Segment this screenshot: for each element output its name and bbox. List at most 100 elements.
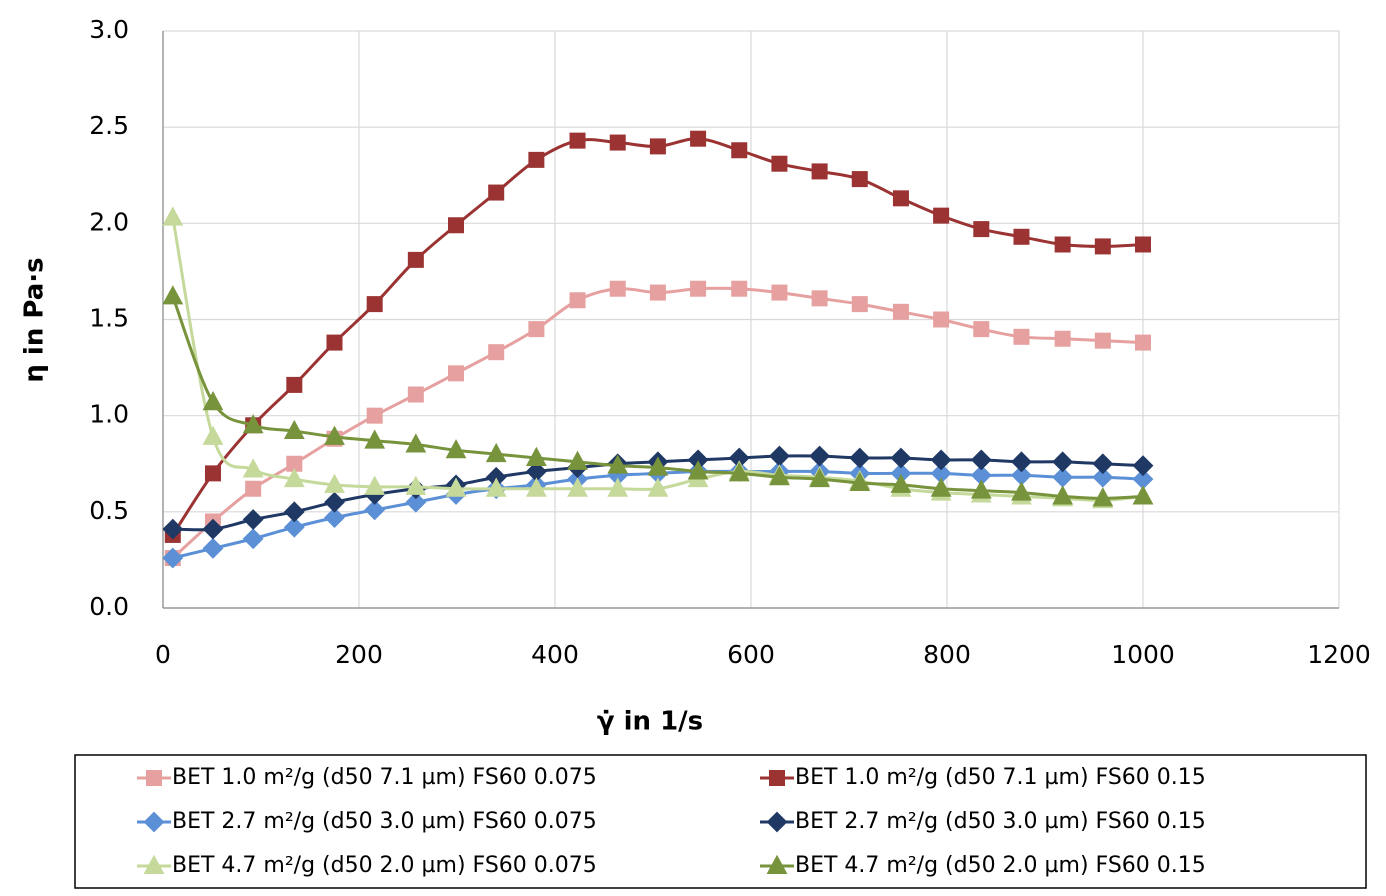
marker — [970, 464, 992, 486]
marker — [567, 450, 588, 470]
marker — [1011, 451, 1032, 473]
marker — [204, 465, 221, 482]
marker — [930, 449, 952, 471]
marker — [769, 770, 785, 786]
marker — [609, 134, 626, 151]
x-tick-label: 400 — [531, 640, 579, 669]
marker — [973, 221, 990, 238]
marker — [1052, 466, 1074, 488]
marker — [202, 518, 224, 540]
marker — [242, 509, 264, 530]
marker — [324, 507, 345, 529]
marker — [766, 854, 788, 874]
marker — [1052, 485, 1074, 505]
marker — [728, 447, 750, 469]
marker — [1013, 328, 1030, 345]
marker — [283, 419, 305, 440]
marker — [1094, 238, 1111, 255]
marker — [364, 499, 386, 521]
marker — [162, 547, 184, 569]
marker — [366, 296, 383, 313]
marker — [687, 460, 709, 480]
y-axis-title: η in Pa·s — [20, 257, 50, 382]
y-tick-label: 1.0 — [89, 400, 129, 429]
marker — [143, 811, 165, 833]
marker — [202, 537, 224, 559]
marker — [1094, 332, 1111, 349]
marker — [405, 433, 427, 453]
marker — [364, 429, 386, 449]
marker — [690, 130, 707, 147]
marker — [364, 475, 386, 495]
marker — [769, 445, 790, 467]
marker — [933, 207, 950, 224]
marker — [324, 491, 345, 513]
y-tick-label: 0.0 — [89, 592, 129, 621]
marker — [286, 376, 303, 393]
marker — [324, 473, 345, 493]
marker — [525, 446, 547, 466]
marker — [245, 480, 262, 497]
series-line — [171, 286, 1144, 560]
legend-label: BET 4.7 m²/g (d50 2.0 µm) FS60 0.075 — [172, 853, 597, 878]
marker — [809, 467, 830, 488]
marker — [448, 365, 465, 382]
marker — [1135, 236, 1151, 253]
marker — [973, 321, 990, 338]
marker — [283, 516, 305, 538]
marker — [1132, 485, 1154, 505]
x-tick-label: 1000 — [1111, 640, 1175, 669]
marker — [892, 190, 909, 207]
marker — [1092, 453, 1114, 475]
legend-label: BET 2.7 m²/g (d50 3.0 µm) FS60 0.15 — [795, 809, 1206, 834]
legend-label: BET 1.0 m²/g (d50 7.1 µm) FS60 0.075 — [172, 765, 597, 790]
marker — [143, 854, 165, 874]
marker — [1092, 466, 1114, 488]
marker — [1052, 451, 1074, 473]
marker — [731, 142, 748, 159]
legend-label: BET 1.0 m²/g (d50 7.1 µm) FS60 0.15 — [795, 765, 1206, 790]
marker — [567, 477, 588, 497]
marker — [649, 138, 666, 155]
marker — [851, 296, 868, 313]
marker — [445, 477, 467, 497]
marker — [324, 425, 345, 445]
marker — [242, 458, 264, 478]
marker — [445, 439, 467, 459]
marker — [769, 466, 790, 486]
marker — [728, 462, 750, 482]
marker — [405, 491, 427, 513]
marker — [162, 285, 184, 305]
marker — [731, 280, 748, 297]
marker — [851, 171, 868, 188]
x-tick-label: 1200 — [1307, 640, 1371, 669]
marker — [933, 311, 950, 328]
marker — [286, 455, 303, 472]
marker — [283, 501, 305, 523]
x-tick-label: 600 — [727, 640, 775, 669]
marker — [202, 425, 224, 445]
marker — [849, 471, 871, 491]
marker — [528, 151, 545, 168]
y-tick-label: 0.5 — [89, 496, 129, 525]
marker — [485, 466, 507, 488]
marker — [930, 462, 952, 484]
marker — [890, 473, 912, 493]
marker — [766, 811, 788, 833]
marker — [242, 528, 264, 550]
marker — [1132, 455, 1154, 477]
marker — [569, 132, 586, 149]
marker — [485, 442, 507, 463]
marker — [647, 456, 669, 476]
marker — [1135, 334, 1151, 351]
marker — [890, 447, 912, 469]
x-tick-label: 800 — [923, 640, 971, 669]
x-axis-title: γ̇ in 1/s — [597, 707, 703, 737]
marker — [569, 292, 586, 309]
marker — [970, 449, 992, 471]
legend-label: BET 4.7 m²/g (d50 2.0 µm) FS60 0.15 — [795, 853, 1206, 878]
y-tick-label: 1.5 — [89, 304, 129, 333]
x-tick-label: 200 — [335, 640, 383, 669]
marker — [687, 449, 709, 471]
marker — [811, 163, 828, 180]
